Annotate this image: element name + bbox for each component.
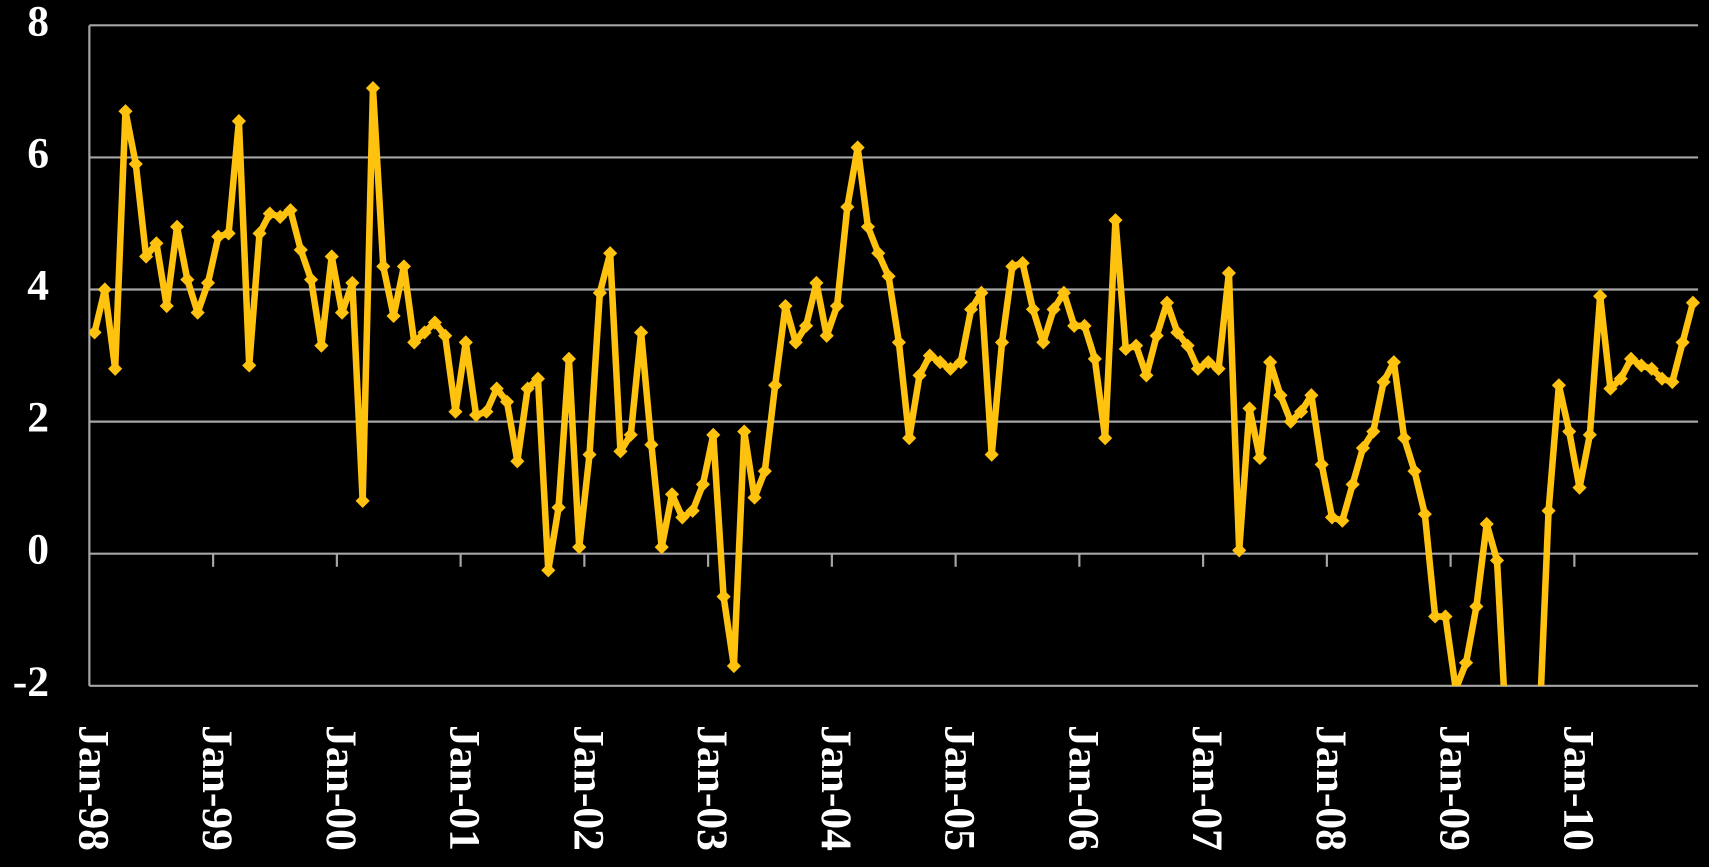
- marker: [386, 308, 401, 324]
- marker: [221, 226, 236, 241]
- x-tick-label: Jan-05: [936, 725, 984, 851]
- marker: [1211, 361, 1226, 376]
- marker: [953, 355, 968, 370]
- marker: [1128, 338, 1144, 353]
- marker: [994, 335, 1010, 350]
- marker: [1087, 351, 1102, 366]
- y-tick-label: 0: [27, 526, 49, 574]
- line: [91, 84, 1697, 686]
- marker: [706, 427, 721, 442]
- marker: [1201, 355, 1216, 370]
- marker: [1644, 361, 1659, 376]
- x-tick-label: Jan-07: [1183, 725, 1231, 851]
- marker: [169, 219, 185, 234]
- marker: [1252, 450, 1267, 466]
- marker: [128, 156, 143, 172]
- marker: [1180, 338, 1195, 353]
- marker: [108, 361, 123, 376]
- marker: [458, 335, 473, 350]
- marker: [190, 305, 205, 320]
- x-tick-label: Jan-09: [1431, 725, 1479, 851]
- y-tick-label: 2: [27, 394, 49, 442]
- marker: [1232, 543, 1247, 558]
- marker: [1479, 516, 1494, 532]
- x-tick-label: Jan-03: [688, 725, 736, 851]
- marker: [1458, 655, 1474, 670]
- marker: [860, 219, 876, 234]
- marker: [747, 490, 762, 505]
- marker: [1551, 378, 1566, 393]
- x-tick-label: Jan-99: [193, 725, 241, 851]
- marker: [149, 236, 164, 251]
- marker: [819, 328, 834, 343]
- marker: [304, 272, 319, 287]
- marker: [768, 378, 783, 393]
- marker: [89, 325, 102, 340]
- x-tick-label: Jan-04: [812, 725, 860, 851]
- marker: [334, 305, 350, 320]
- y-tick-label: -2: [13, 658, 49, 706]
- marker: [407, 335, 422, 350]
- marker: [623, 427, 638, 442]
- marker: [118, 104, 133, 119]
- marker: [1451, 682, 1460, 686]
- marker: [97, 282, 112, 297]
- x-tick-label: Jan-01: [441, 725, 489, 851]
- x-tick-label: Jan-02: [564, 725, 612, 851]
- plot-area: [89, 80, 1701, 686]
- marker: [1335, 513, 1350, 528]
- marker: [675, 510, 690, 525]
- x-tick-label: Jan-10: [1554, 725, 1602, 851]
- marker: [252, 226, 267, 241]
- marker: [293, 242, 308, 257]
- y-tick-label: 6: [27, 129, 49, 177]
- marker: [1489, 553, 1505, 568]
- marker: [314, 338, 329, 353]
- marker: [180, 272, 195, 287]
- marker: [788, 335, 803, 350]
- marker: [159, 298, 174, 314]
- y-tick-label: 8: [27, 0, 49, 45]
- marker: [1036, 335, 1051, 350]
- marker: [1077, 318, 1092, 333]
- marker: [829, 298, 845, 314]
- marker: [1159, 295, 1175, 310]
- marker: [1685, 295, 1701, 310]
- marker: [1613, 371, 1628, 386]
- marker: [283, 203, 298, 218]
- x-tick-label: Jan-06: [1059, 725, 1107, 851]
- marker: [489, 381, 504, 396]
- marker: [1603, 381, 1618, 396]
- marker: [1067, 318, 1082, 333]
- x-tick-label: Jan-98: [69, 725, 117, 851]
- marker: [262, 206, 277, 221]
- marker: [1263, 355, 1278, 370]
- marker: [1242, 401, 1257, 416]
- marker: [943, 361, 958, 376]
- marker: [551, 500, 566, 515]
- x-tick-label: Jan-00: [317, 725, 365, 851]
- marker: [778, 298, 793, 314]
- marker: [1582, 427, 1597, 442]
- marker: [231, 114, 246, 129]
- y-tick-label: 4: [27, 262, 49, 310]
- marker: [871, 246, 886, 261]
- marker: [365, 80, 381, 96]
- marker: [1108, 213, 1123, 228]
- marker: [510, 454, 525, 469]
- marker: [1469, 599, 1484, 614]
- x-tick-label: Jan-08: [1307, 725, 1355, 851]
